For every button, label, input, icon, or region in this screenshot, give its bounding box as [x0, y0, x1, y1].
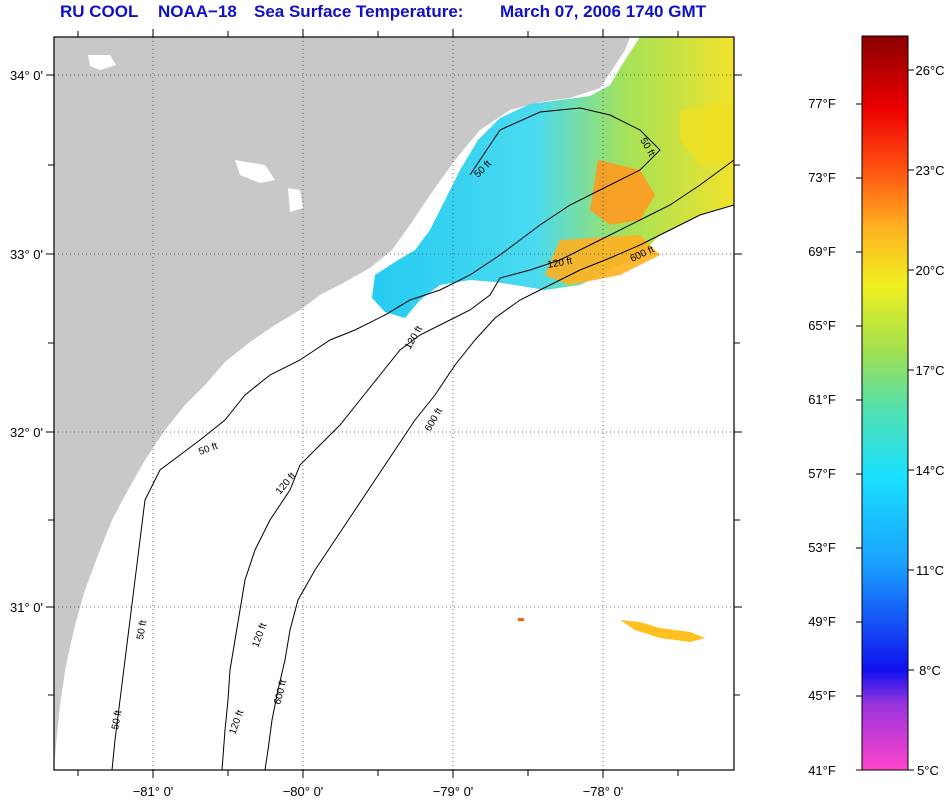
lake [88, 55, 116, 70]
longitude-labels: −81° 0' −80° 0' −79° 0' −78° 0' [133, 784, 624, 799]
lon-label: −81° 0' [133, 784, 174, 799]
latitude-labels: 34° 0' 33° 0' 32° 0' 31° 0' [10, 68, 43, 615]
c-label: 8°C [919, 663, 941, 678]
lake [235, 160, 275, 183]
axis-ticks [46, 29, 742, 778]
c-label: 23°C [915, 163, 944, 178]
f-label: 77°F [808, 96, 836, 111]
sst-warm-patch [620, 620, 705, 642]
c-label: 11°C [916, 563, 944, 578]
c-label: 26°C [915, 63, 944, 78]
sst-warm-patch [680, 100, 734, 165]
c-label: 20°C [915, 263, 944, 278]
contour-120ft [221, 159, 734, 770]
f-label: 73°F [808, 170, 836, 185]
map-panel: 50 ft 50 ft 50 ft 50 ft 50 ft 120 ft 120… [54, 37, 734, 770]
title-source: RU COOL [60, 2, 139, 21]
lat-label: 33° 0' [10, 247, 43, 262]
f-label: 41°F [808, 763, 836, 778]
contour-label-50ft: 50 ft [135, 619, 149, 640]
lake [288, 188, 303, 212]
lat-label: 32° 0' [10, 425, 43, 440]
contour-label-120ft: 120 ft [547, 256, 574, 271]
land-mass [54, 37, 630, 770]
c-label: 5°C [917, 763, 939, 778]
f-label: 65°F [808, 318, 836, 333]
c-label: 17°C [915, 363, 944, 378]
f-label: 53°F [808, 540, 836, 555]
contour-50ft [111, 107, 661, 770]
lon-label: −80° 0' [283, 784, 324, 799]
graticule [54, 37, 734, 770]
lat-label: 31° 0' [10, 600, 43, 615]
title-date: March 07, 2006 1740 GMT [500, 2, 707, 21]
map-frame [53, 36, 735, 771]
sst-warm-patch [590, 160, 655, 225]
celsius-labels: 26°C 23°C 20°C 17°C 14°C 11°C 8°C 5°C [915, 63, 944, 778]
fahrenheit-labels: 77°F 73°F 69°F 65°F 61°F 57°F 53°F 49°F … [808, 96, 836, 778]
colorbar: 77°F 73°F 69°F 65°F 61°F 57°F 53°F 49°F … [808, 35, 945, 778]
colorbar-scale [861, 35, 909, 771]
bathymetry-contours [111, 107, 734, 770]
f-label: 45°F [808, 688, 836, 703]
contour-label-50ft: 50 ft [110, 709, 124, 730]
sst-speck [518, 618, 524, 621]
f-label: 57°F [808, 466, 836, 481]
c-label: 14°C [915, 463, 944, 478]
lon-label: −79° 0' [433, 784, 474, 799]
title-product: Sea Surface Temperature: [254, 2, 464, 21]
map-title: RU COOL NOAA−18 Sea Surface Temperature:… [0, 2, 952, 26]
lon-label: −78° 0' [583, 784, 624, 799]
contour-600ft [264, 204, 734, 770]
f-label: 49°F [808, 614, 836, 629]
title-satellite: NOAA−18 [158, 2, 237, 21]
lat-label: 34° 0' [10, 68, 43, 83]
f-label: 69°F [808, 244, 836, 259]
sst-warm-patch [545, 235, 660, 285]
f-label: 61°F [808, 392, 836, 407]
colorbar-ticks [856, 69, 914, 771]
